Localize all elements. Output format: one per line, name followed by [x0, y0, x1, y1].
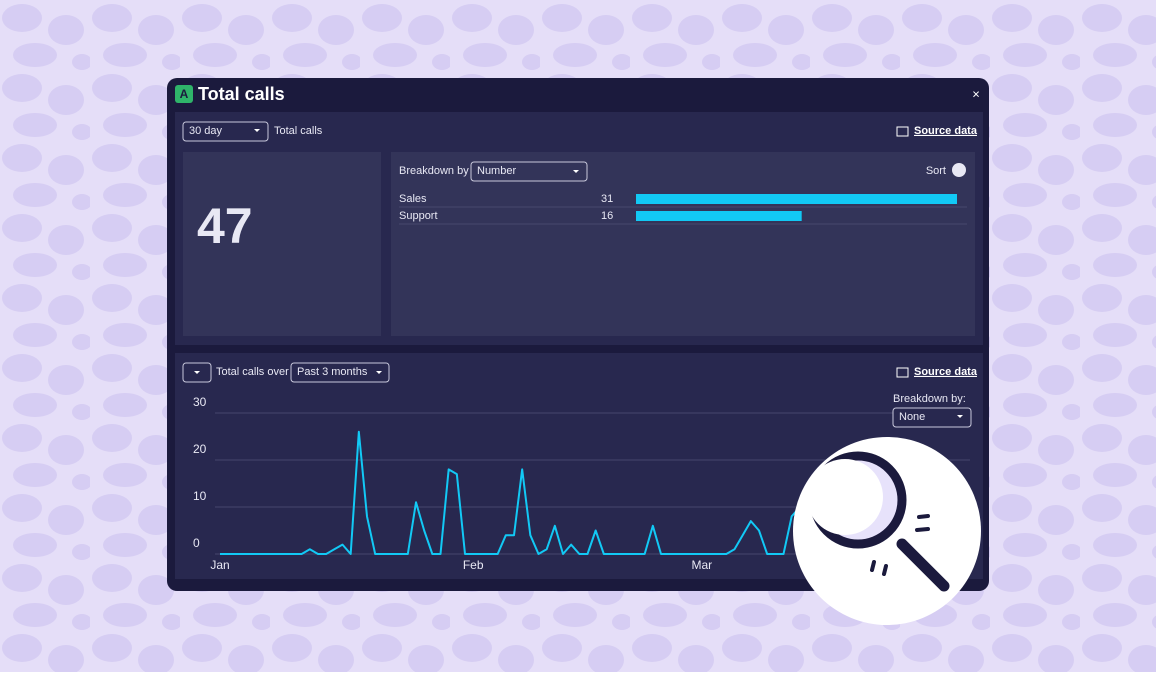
total-value: 47	[197, 198, 253, 254]
logo-text: A	[180, 87, 189, 101]
table-icon	[896, 126, 909, 137]
sort-label[interactable]: Sort	[926, 165, 946, 177]
period-select-text: 30 day	[189, 125, 223, 137]
sort-icon[interactable]	[952, 163, 966, 177]
dropdown-arrow	[573, 170, 579, 173]
table-icon	[896, 367, 909, 378]
y-tick-label: 20	[193, 442, 207, 456]
row-value: 16	[601, 210, 613, 222]
window-title: Total calls	[198, 84, 285, 104]
row-value: 31	[601, 193, 613, 205]
trend-label: Total calls over	[216, 366, 289, 378]
breakdown-select[interactable]	[470, 161, 588, 182]
range-select-text: Past 3 months	[297, 366, 368, 378]
trend-breakdown-label: Breakdown by:	[893, 393, 966, 405]
period-select[interactable]	[182, 121, 269, 142]
breakdown-label: Breakdown by	[399, 165, 469, 177]
logo	[175, 85, 193, 103]
breakdown-select-text: Number	[477, 165, 516, 177]
lens-shine	[807, 459, 883, 535]
total-card	[183, 152, 381, 336]
bar	[636, 194, 957, 204]
x-tick-label: Mar	[691, 558, 712, 572]
breakdown-card	[391, 152, 975, 336]
sparkle	[870, 514, 930, 576]
dropdown-arrow	[376, 371, 382, 374]
row-label: Sales	[399, 193, 427, 205]
magnifier-illustration	[793, 437, 981, 625]
close-button[interactable]: ×	[972, 86, 980, 101]
y-tick-label: 0	[193, 536, 200, 550]
source-data-link[interactable]: Source data	[914, 366, 978, 378]
dropdown-arrow	[957, 415, 963, 418]
dropdown-arrow	[194, 371, 200, 374]
source-data-link[interactable]: Source data	[914, 125, 978, 137]
trend-breakdown-select[interactable]	[892, 407, 972, 428]
x-tick-label: Feb	[463, 558, 484, 572]
dropdown-arrow	[254, 129, 260, 132]
summary-label: Total calls	[274, 125, 323, 137]
x-tick-label: Jan	[210, 558, 229, 572]
bar	[636, 211, 802, 221]
y-tick-label: 10	[193, 489, 207, 503]
magnifier-handle	[896, 538, 950, 592]
chart-type-select[interactable]	[182, 362, 212, 383]
range-select[interactable]	[290, 362, 390, 383]
row-label: Support	[399, 210, 438, 222]
trend-breakdown-select-text: None	[899, 411, 925, 423]
y-tick-label: 30	[193, 395, 207, 409]
